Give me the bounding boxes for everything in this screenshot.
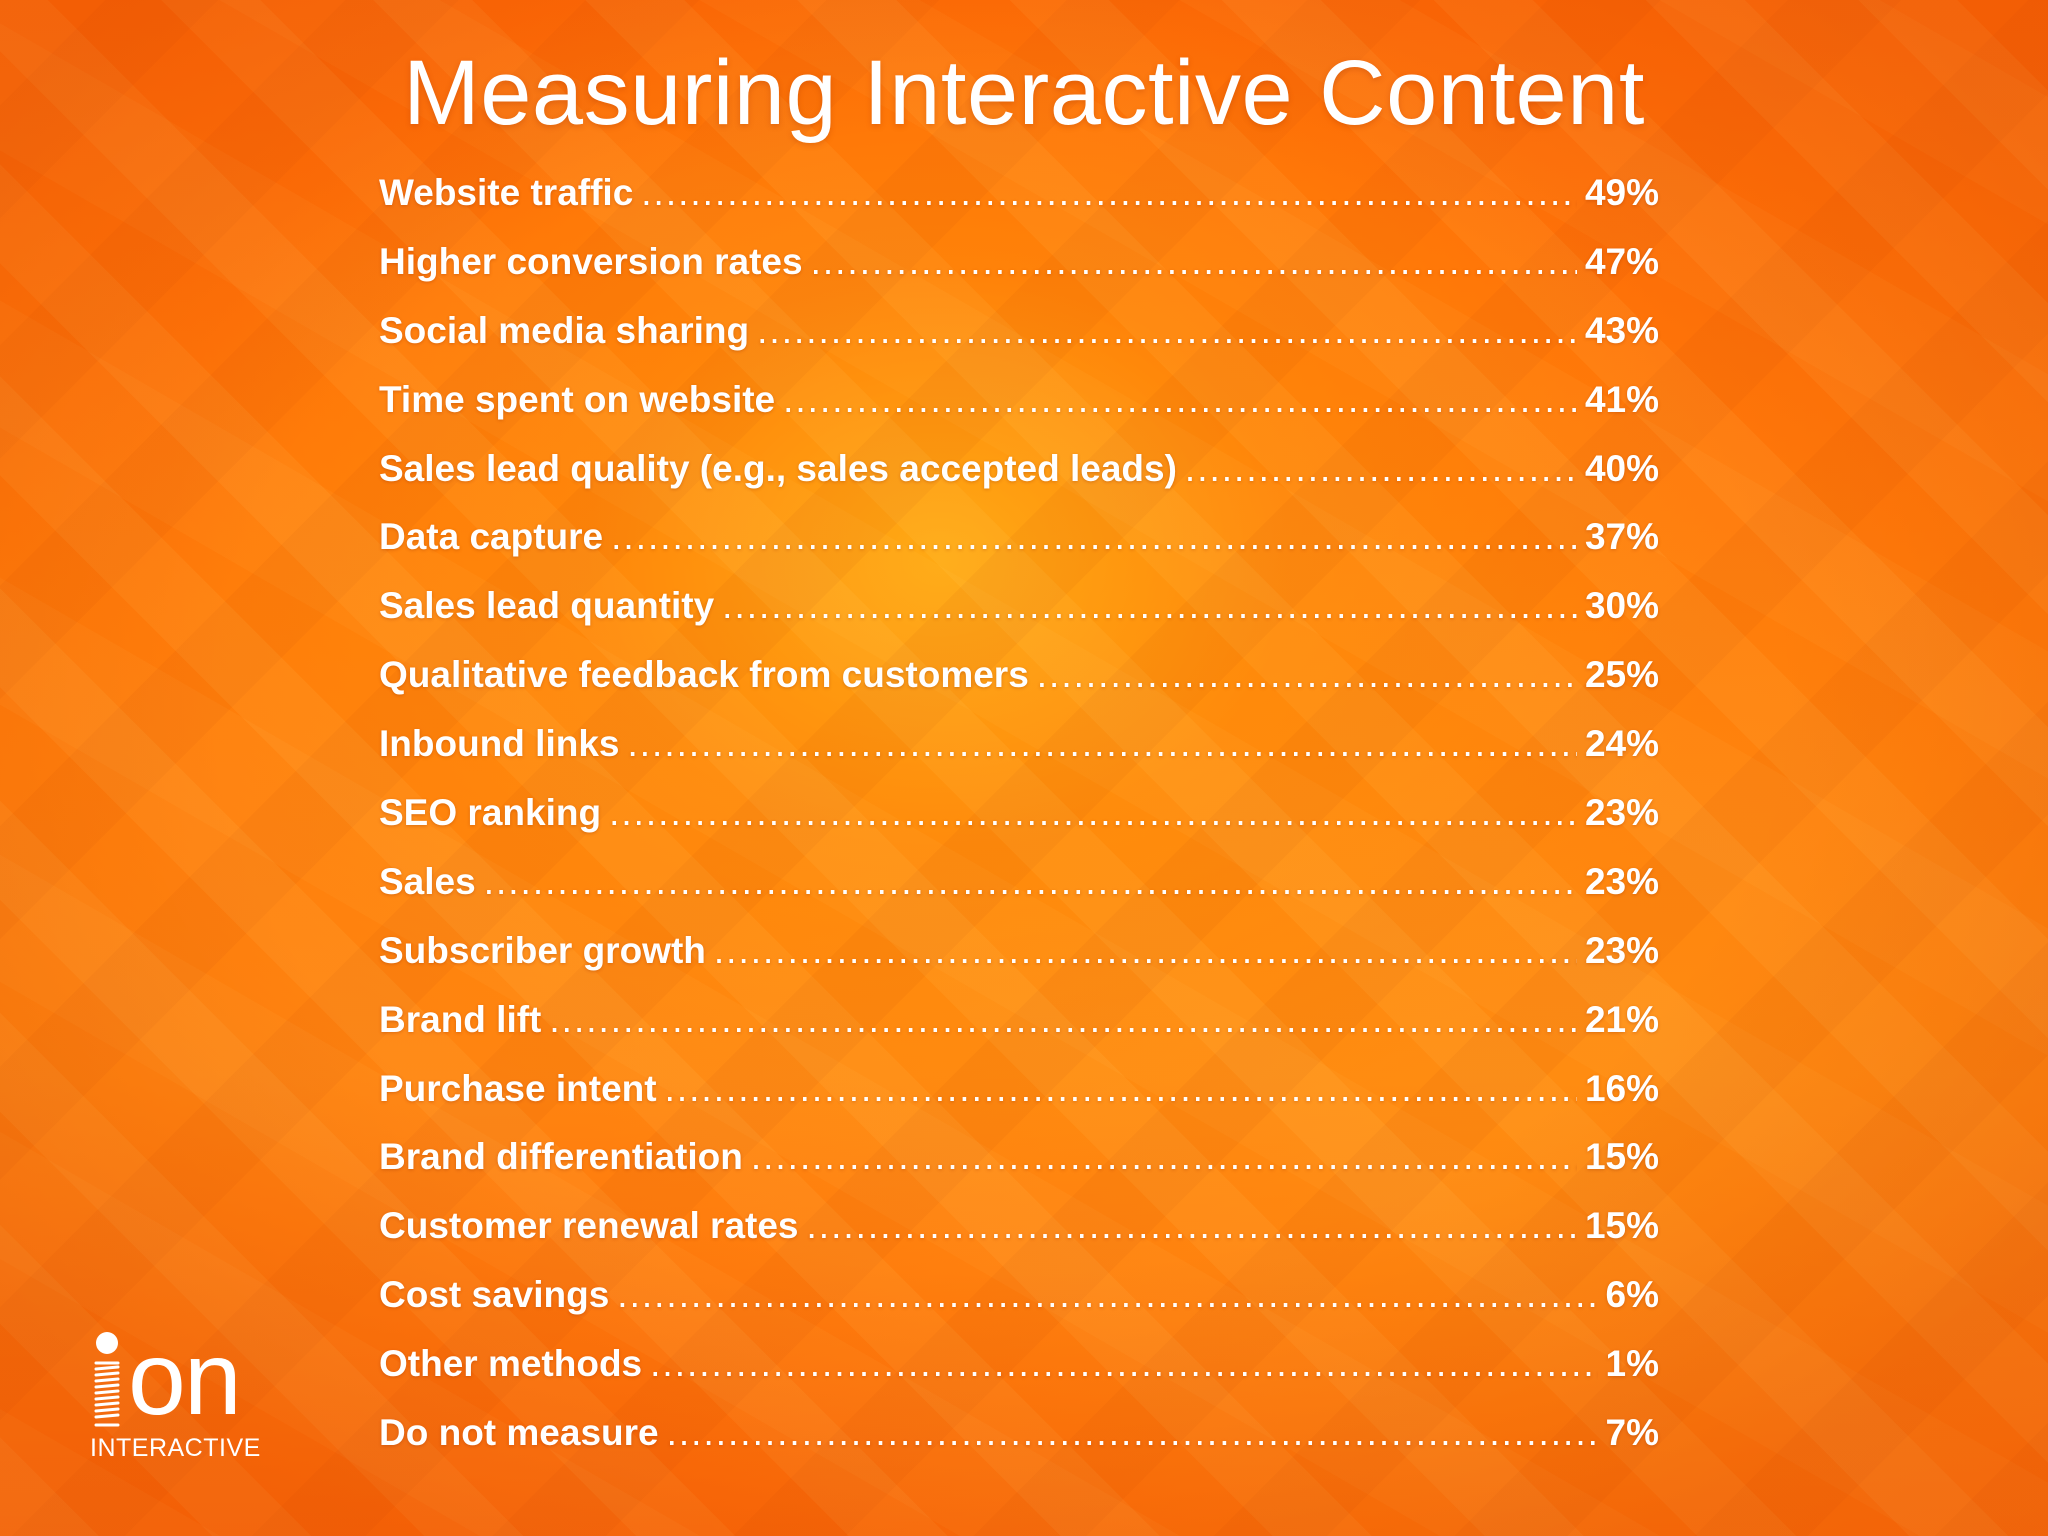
stat-label: Time spent on website bbox=[379, 378, 776, 420]
stat-row: Other methods 1% bbox=[379, 1343, 1659, 1412]
stat-label: Customer renewal rates bbox=[379, 1205, 799, 1247]
stat-row: Subscriber growth 23% bbox=[379, 930, 1659, 999]
stat-label: Brand differentiation bbox=[379, 1136, 743, 1178]
dotted-leader bbox=[807, 1205, 1577, 1247]
stat-row: Qualitative feedback from customers 25% bbox=[379, 654, 1659, 723]
stat-value: 43% bbox=[1584, 309, 1659, 351]
dotted-leader bbox=[611, 516, 1577, 558]
dotted-leader bbox=[484, 861, 1577, 903]
stat-label: Purchase intent bbox=[379, 1067, 657, 1109]
stat-label: Website traffic bbox=[379, 172, 634, 213]
dotted-leader bbox=[617, 1274, 1597, 1316]
ion-spring-i-icon bbox=[94, 1361, 120, 1427]
measurement-stats-list: Website traffic 49% Higher conversion ra… bbox=[379, 172, 1659, 1481]
stat-row: Inbound links 24% bbox=[379, 723, 1659, 792]
stat-value: 16% bbox=[1584, 1067, 1659, 1109]
stat-row: Sales lead quantity 30% bbox=[379, 585, 1659, 654]
stat-row: Brand differentiation 15% bbox=[379, 1136, 1659, 1205]
stat-value: 49% bbox=[1584, 172, 1659, 213]
stat-value: 15% bbox=[1584, 1205, 1659, 1247]
stat-value: 40% bbox=[1584, 447, 1659, 489]
dotted-leader bbox=[641, 172, 1577, 214]
stat-label: Other methods bbox=[379, 1343, 643, 1385]
dotted-leader bbox=[811, 241, 1577, 283]
stat-label: Inbound links bbox=[379, 723, 620, 765]
dotted-leader bbox=[549, 999, 1577, 1041]
dotted-leader bbox=[783, 379, 1577, 421]
dotted-leader bbox=[722, 585, 1577, 627]
dotted-leader bbox=[665, 1068, 1577, 1110]
stat-row: Data capture 37% bbox=[379, 516, 1659, 585]
stat-label: Brand lift bbox=[379, 998, 542, 1040]
stat-row: Customer renewal rates 15% bbox=[379, 1205, 1659, 1274]
stat-value: 23% bbox=[1584, 860, 1659, 902]
stat-value: 37% bbox=[1584, 516, 1659, 558]
stat-value: 23% bbox=[1584, 929, 1659, 971]
ion-interactive-logo: on INTERACTIVE bbox=[86, 1324, 286, 1462]
logo-word: on bbox=[128, 1321, 242, 1437]
dotted-leader bbox=[757, 310, 1577, 352]
stat-row: Sales lead quality (e.g., sales accepted… bbox=[379, 448, 1659, 517]
stat-value: 6% bbox=[1605, 1274, 1659, 1316]
stat-row: Cost savings 6% bbox=[379, 1274, 1659, 1343]
stat-value: 15% bbox=[1584, 1136, 1659, 1178]
stat-value: 23% bbox=[1584, 792, 1659, 834]
stat-value: 1% bbox=[1605, 1343, 1659, 1385]
dotted-leader bbox=[650, 1343, 1597, 1385]
stat-value: 30% bbox=[1584, 585, 1659, 627]
stat-row: Do not measure 7% bbox=[379, 1412, 1659, 1481]
stat-label: Higher conversion rates bbox=[379, 240, 803, 282]
stat-row: SEO ranking 23% bbox=[379, 792, 1659, 861]
stat-row: Higher conversion rates 47% bbox=[379, 241, 1659, 310]
stat-label: Subscriber growth bbox=[379, 929, 706, 971]
dotted-leader bbox=[1037, 654, 1577, 696]
stat-row: Brand lift 21% bbox=[379, 999, 1659, 1068]
stat-value: 41% bbox=[1584, 378, 1659, 420]
logo-subtitle: INTERACTIVE bbox=[90, 1434, 261, 1462]
dotted-leader bbox=[667, 1412, 1598, 1454]
stat-value: 47% bbox=[1584, 240, 1659, 282]
stat-label: Social media sharing bbox=[379, 309, 750, 351]
stat-row: Website traffic 49% bbox=[379, 172, 1659, 241]
stat-label: Qualitative feedback from customers bbox=[379, 654, 1029, 696]
stat-label: Sales lead quality (e.g., sales accepted… bbox=[379, 447, 1177, 489]
logo-dot bbox=[96, 1332, 118, 1354]
dotted-leader bbox=[714, 930, 1577, 972]
dotted-leader bbox=[609, 792, 1577, 834]
stat-value: 24% bbox=[1584, 723, 1659, 765]
stat-value: 7% bbox=[1605, 1412, 1659, 1454]
stat-label: Cost savings bbox=[379, 1274, 610, 1316]
dotted-leader bbox=[751, 1136, 1577, 1178]
stat-row: Time spent on website 41% bbox=[379, 379, 1659, 448]
stat-value: 21% bbox=[1584, 998, 1659, 1040]
stat-label: Do not measure bbox=[379, 1412, 659, 1454]
stat-row: Sales 23% bbox=[379, 861, 1659, 930]
dotted-leader bbox=[1185, 448, 1577, 490]
stat-row: Purchase intent 16% bbox=[379, 1068, 1659, 1137]
stat-row: Social media sharing 43% bbox=[379, 310, 1659, 379]
stat-label: SEO ranking bbox=[379, 792, 602, 834]
stat-label: Sales bbox=[379, 860, 476, 902]
slide-title: Measuring Interactive Content bbox=[403, 42, 1645, 144]
stat-label: Sales lead quantity bbox=[379, 585, 715, 627]
stat-value: 25% bbox=[1584, 654, 1659, 696]
dotted-leader bbox=[627, 723, 1576, 765]
stat-label: Data capture bbox=[379, 516, 604, 558]
